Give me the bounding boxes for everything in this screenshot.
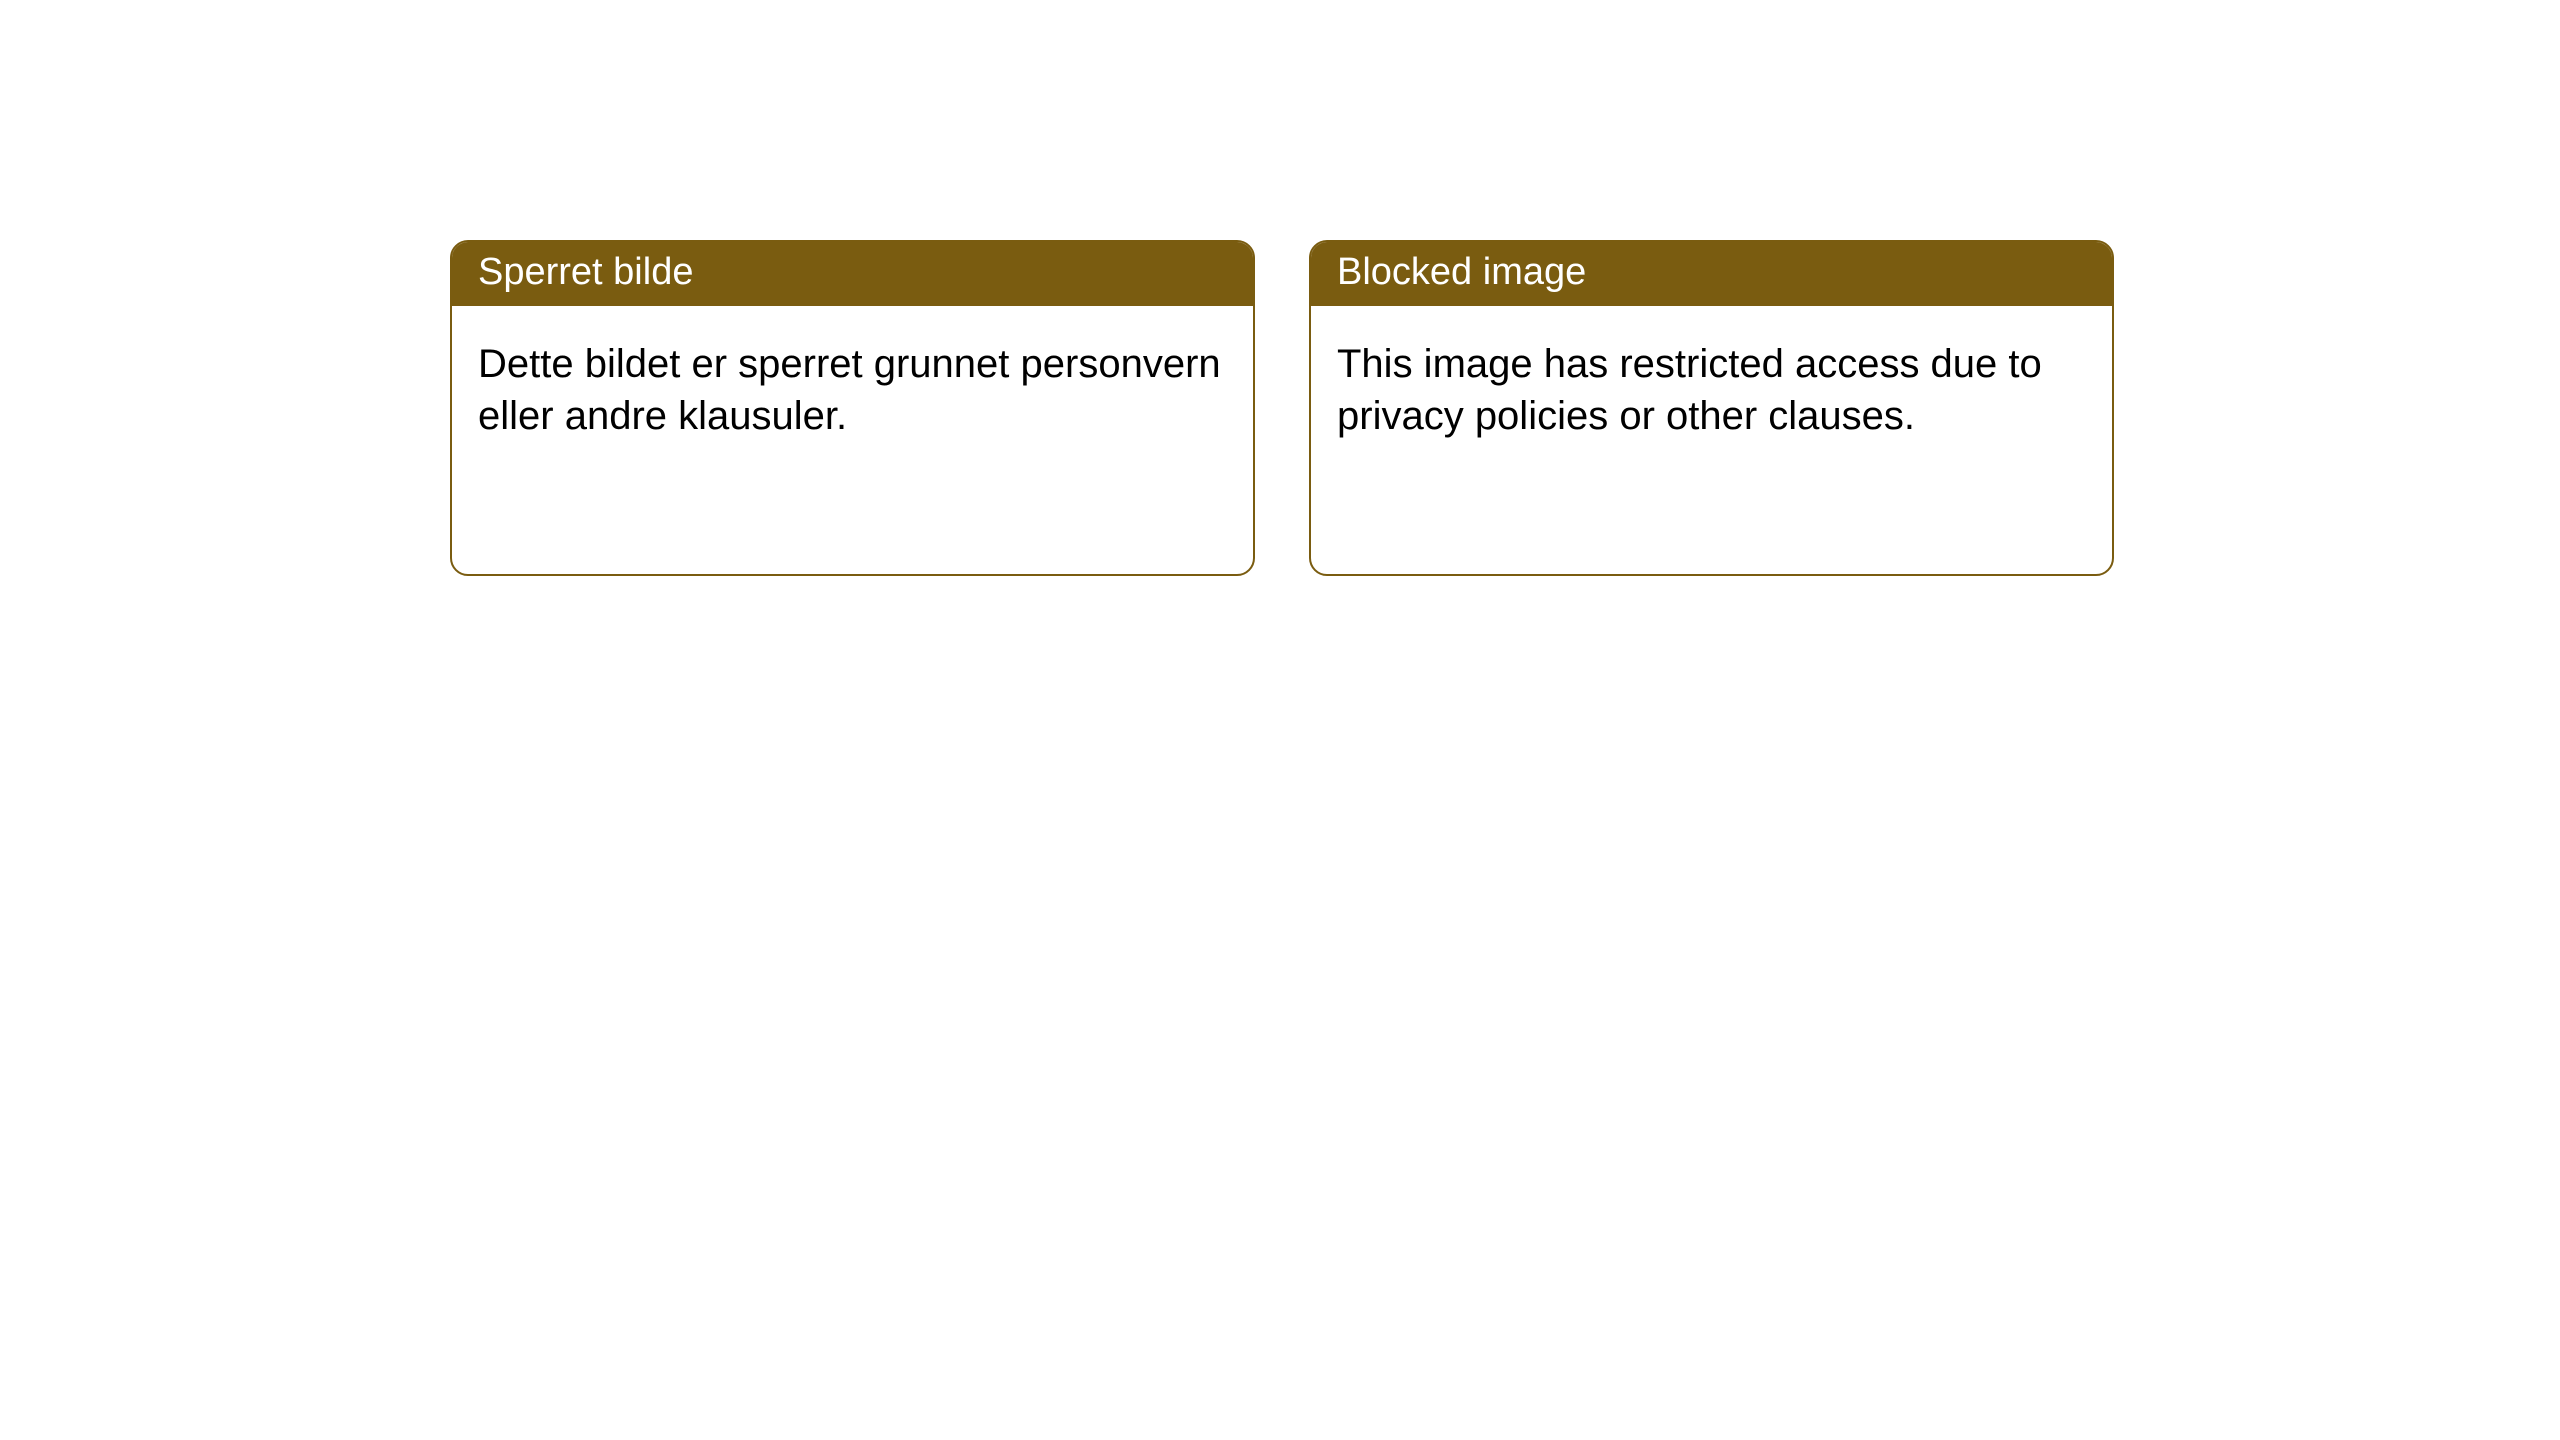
notice-card-english: Blocked image This image has restricted …	[1309, 240, 2114, 576]
notice-header: Sperret bilde	[452, 242, 1253, 306]
notice-container: Sperret bilde Dette bildet er sperret gr…	[0, 0, 2560, 576]
notice-body: Dette bildet er sperret grunnet personve…	[452, 306, 1253, 468]
notice-card-norwegian: Sperret bilde Dette bildet er sperret gr…	[450, 240, 1255, 576]
notice-body: This image has restricted access due to …	[1311, 306, 2112, 468]
notice-header: Blocked image	[1311, 242, 2112, 306]
